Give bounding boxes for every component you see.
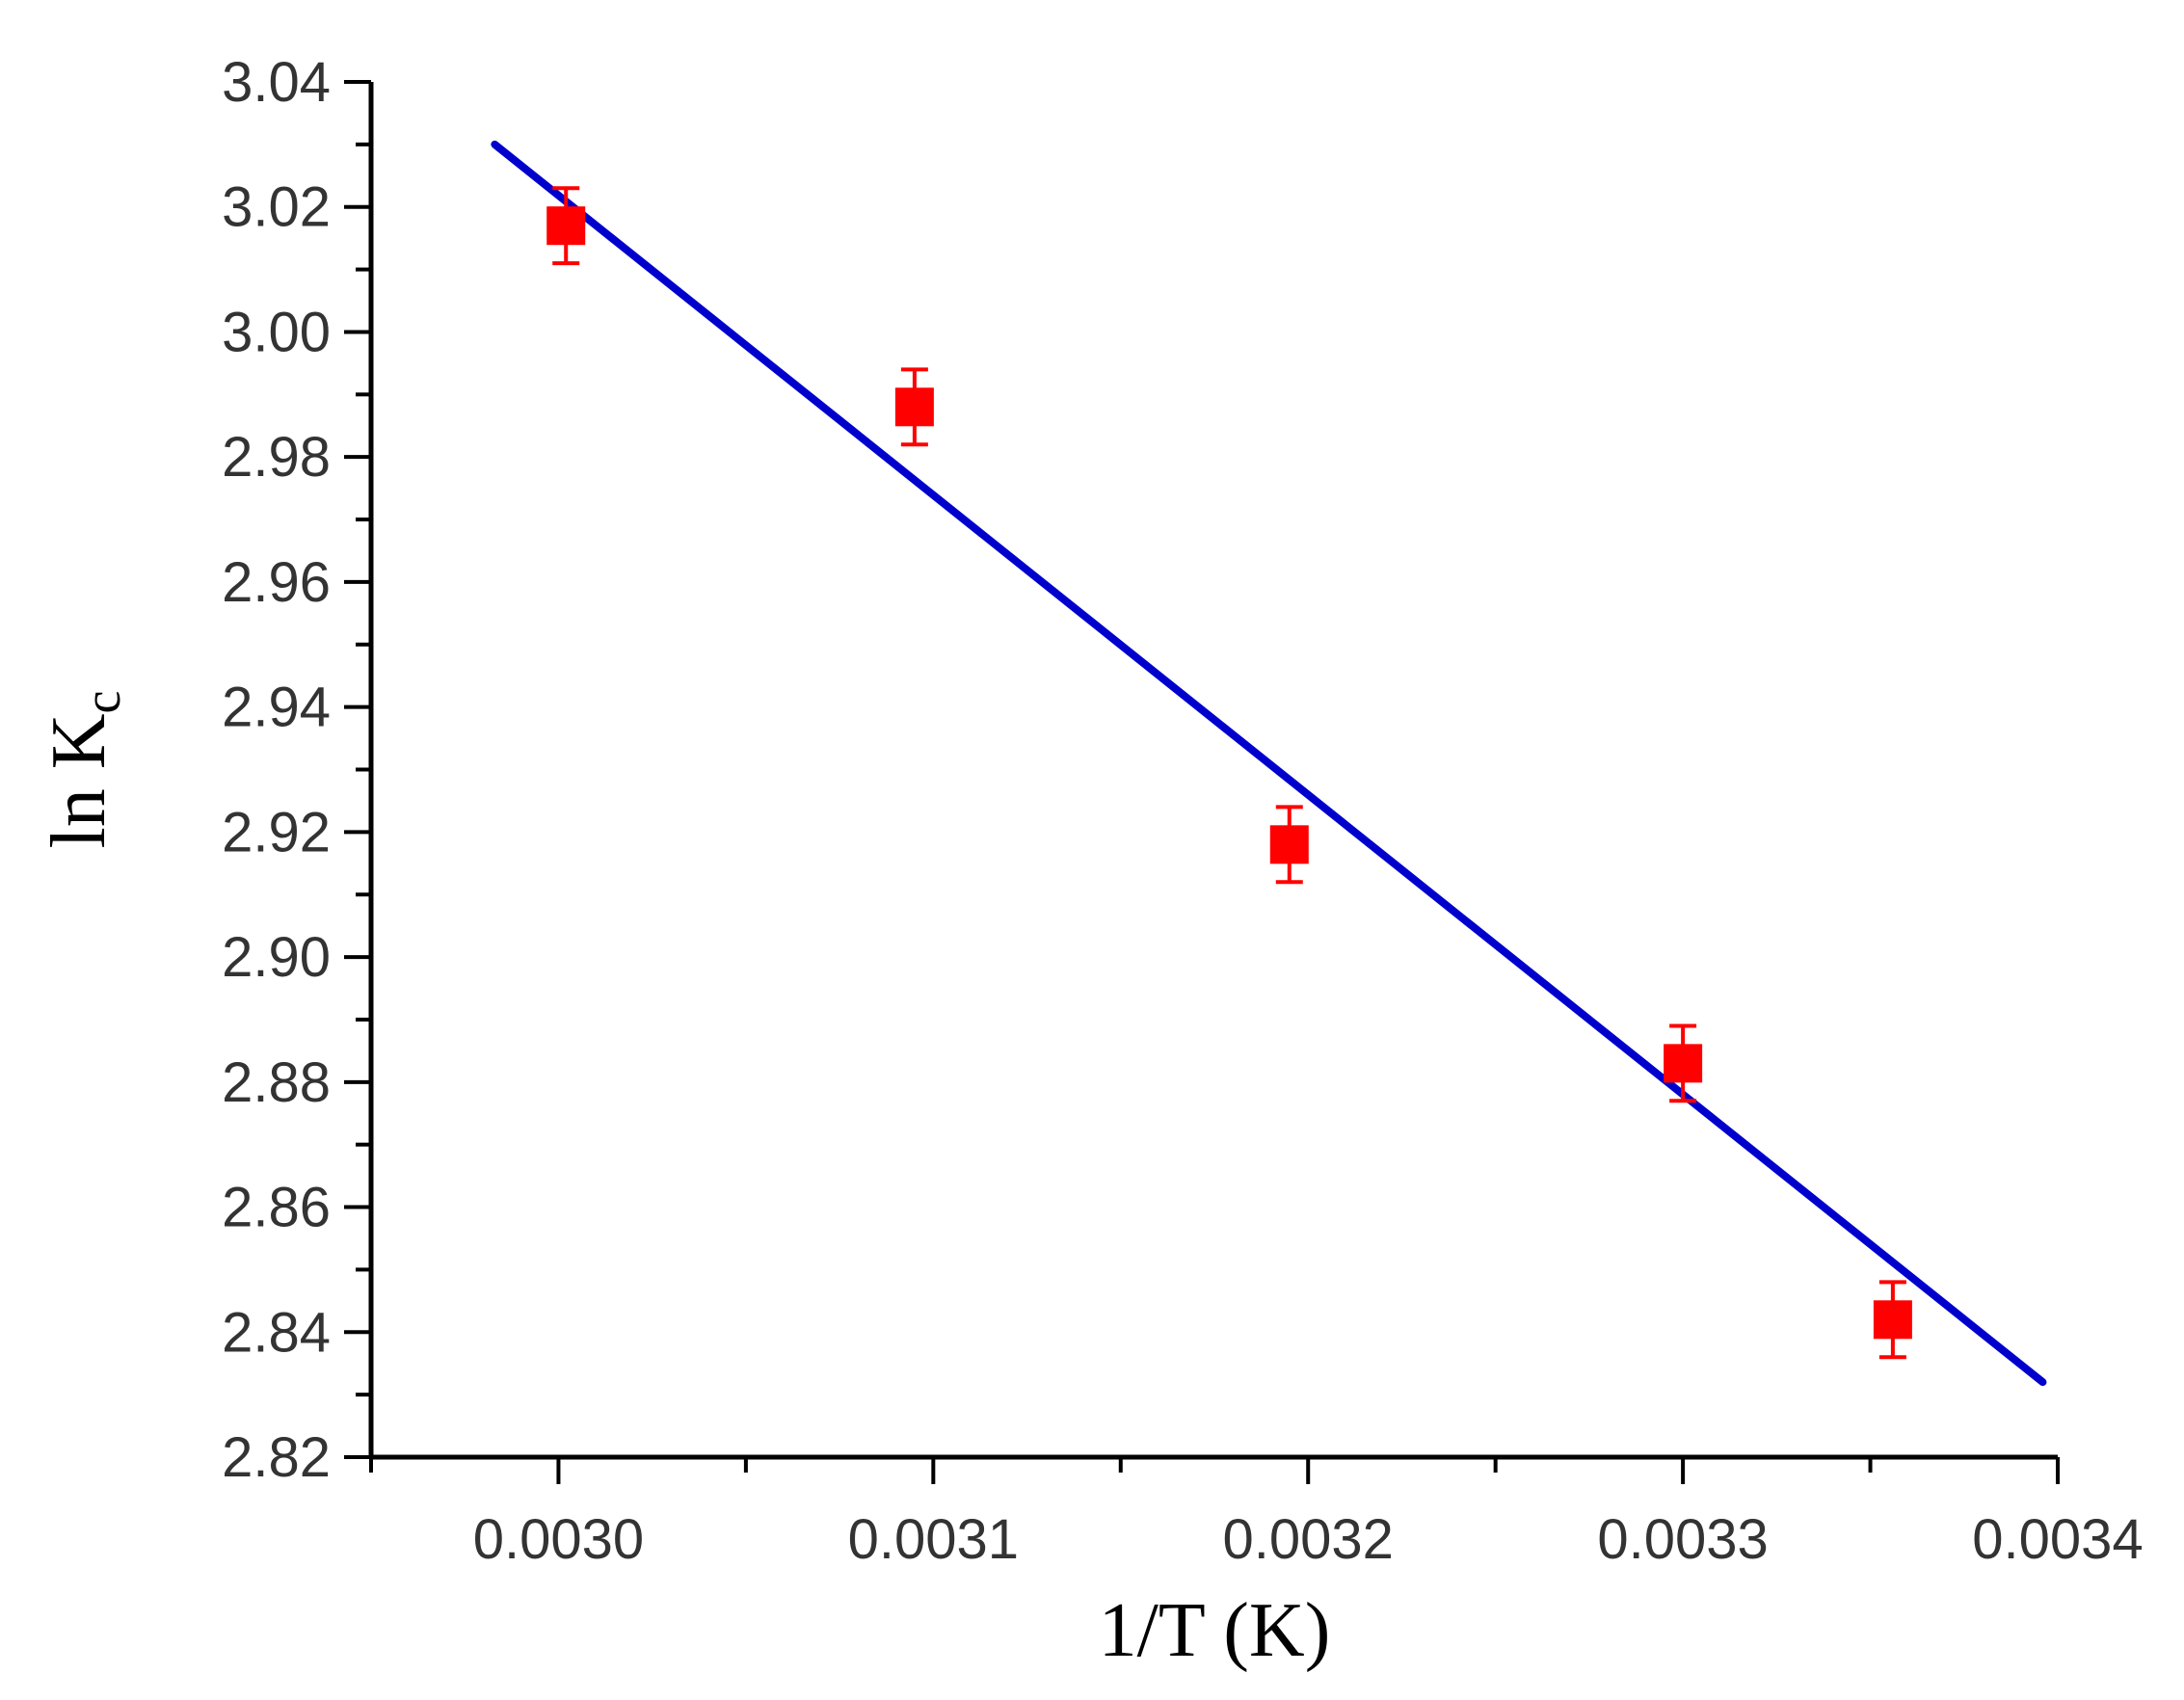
point-marker (546, 206, 586, 246)
data-point (546, 186, 586, 266)
y-axis-title-subscript: c (73, 691, 131, 714)
y-axis-title-main: ln K (37, 713, 121, 848)
fit-line-group (491, 140, 2047, 1387)
x-tick-label: 0.0034 (1972, 1508, 2143, 1571)
y-tick-label: 2.86 (222, 1177, 331, 1239)
y-tick-label: 3.04 (222, 51, 331, 114)
y-tick-label: 2.84 (222, 1301, 331, 1364)
x-tick-label: 0.0033 (1597, 1508, 1768, 1571)
y-axis-title: ln Kc (37, 691, 131, 849)
x-ticks: 0.0030 0.0031 0.0032 0.0033 0.0034 (369, 1457, 2144, 1571)
axes (368, 82, 2058, 1460)
y-tick-label: 2.94 (222, 677, 331, 739)
y-tick-label: 2.96 (222, 551, 331, 614)
data-point (1873, 1280, 1912, 1360)
point-marker (1664, 1044, 1703, 1083)
point-marker (1269, 825, 1309, 864)
data-points (546, 186, 1912, 1360)
x-tick-label: 0.0031 (848, 1508, 1019, 1571)
data-point (894, 367, 934, 447)
y-tick-label: 2.90 (222, 926, 331, 989)
y-ticks: 2.82 2.84 2.86 2.88 2.90 2.92 2.94 2.96 2.98 3.00… (222, 51, 371, 1489)
y-tick-label: 2.98 (222, 426, 331, 489)
point-marker (1873, 1300, 1912, 1340)
data-point (1269, 805, 1309, 885)
x-tick-label: 0.0030 (473, 1508, 644, 1571)
data-point (1664, 1023, 1703, 1103)
y-tick-label: 2.92 (222, 801, 331, 863)
y-tick-label: 2.88 (222, 1051, 331, 1114)
x-tick-label: 0.0032 (1223, 1508, 1394, 1571)
point-marker (894, 387, 934, 427)
fit-line (491, 140, 2047, 1387)
y-tick-label: 3.02 (222, 176, 331, 239)
y-tick-label: 3.00 (222, 301, 331, 363)
x-axis-title: 1/T (K) (1099, 1588, 1331, 1673)
y-tick-label: 2.82 (222, 1426, 331, 1489)
